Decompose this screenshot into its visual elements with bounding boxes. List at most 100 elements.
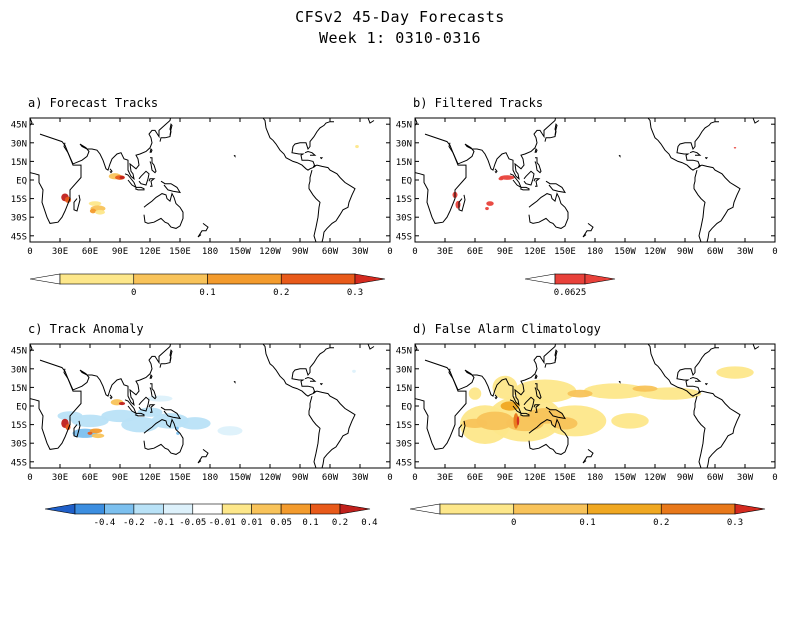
colorbar-min-triangle xyxy=(410,503,441,515)
coastline xyxy=(582,222,594,238)
panel-a-colorbar: 00.10.20.30.4 xyxy=(30,273,386,298)
lon-label: 60E xyxy=(82,247,98,257)
coastline xyxy=(705,383,709,386)
coastline xyxy=(73,194,81,212)
lat-label: 30S xyxy=(396,440,412,450)
coastline xyxy=(124,399,138,415)
lon-label: 120E xyxy=(139,247,161,257)
colorbar-segment xyxy=(192,503,223,515)
track-density-shade xyxy=(71,414,109,428)
track-density-shade xyxy=(89,428,103,434)
panel-b-colorbar: 0.0625 xyxy=(525,273,616,298)
coastline xyxy=(63,344,172,407)
colorbar-segment xyxy=(133,273,208,285)
track-density-shade xyxy=(611,413,649,429)
colorbar-label: -0.01 xyxy=(209,518,236,528)
coastline xyxy=(143,418,184,455)
lon-label: 150E xyxy=(554,473,576,483)
colorbar-max-triangle xyxy=(584,273,616,285)
lon-label: 60E xyxy=(467,473,483,483)
coastline xyxy=(134,412,145,417)
coastline xyxy=(233,154,236,158)
lon-label: 90W xyxy=(292,247,309,257)
colorbar-label: 0.2 xyxy=(273,288,289,298)
coastline xyxy=(647,118,719,171)
coastline xyxy=(73,420,81,438)
lon-label: 0 xyxy=(27,247,32,257)
lon-label: 150E xyxy=(169,473,191,483)
track-density-shade xyxy=(485,206,489,211)
coastline xyxy=(415,359,467,450)
colorbar-min-triangle xyxy=(525,273,556,285)
coastline xyxy=(109,394,113,400)
track-density-shade xyxy=(486,201,494,206)
lat-label: 30N xyxy=(11,365,27,375)
track-density-shade xyxy=(498,177,504,181)
coastline xyxy=(308,164,356,242)
coastline xyxy=(109,168,113,174)
track-density-shade xyxy=(516,416,520,426)
lon-label: 60W xyxy=(322,247,339,257)
lat-label: EQ xyxy=(401,177,412,187)
lat-label: 15S xyxy=(396,421,412,431)
lat-label: 15S xyxy=(396,195,412,205)
coastline xyxy=(143,192,184,229)
panel-c-colorbar: -0.4 -0.2 -0.1 -0.05 -0.01 0.01 0.05 0.1 0.2 0.4 xyxy=(45,503,378,528)
lat-label: 45S xyxy=(396,458,412,468)
coastline xyxy=(458,420,466,438)
figure-title: CFSv2 45-Day Forecasts xyxy=(295,8,505,26)
lon-label: 120W xyxy=(644,473,666,483)
lat-label: 45N xyxy=(396,121,412,131)
coastline xyxy=(534,373,538,379)
coastline xyxy=(138,396,150,412)
colorbar-label: 0.01 xyxy=(241,518,263,528)
lon-label: 90W xyxy=(677,247,694,257)
map-data xyxy=(415,118,760,242)
coastline xyxy=(689,376,702,382)
colorbar-min-triangle xyxy=(45,503,76,515)
coastline xyxy=(149,147,153,153)
coastline xyxy=(149,383,157,400)
coastline xyxy=(304,150,317,156)
lon-label: 120E xyxy=(524,473,546,483)
colorbar-label: 0.1 xyxy=(579,518,595,528)
colorbar-segment xyxy=(660,503,736,515)
lon-label: 30E xyxy=(437,473,453,483)
lat-label: 15S xyxy=(11,421,27,431)
lat-label: EQ xyxy=(401,403,412,413)
coastline xyxy=(448,344,557,407)
track-density-shade xyxy=(87,431,93,435)
coastline xyxy=(160,406,181,420)
map-data xyxy=(30,118,375,242)
track-density-shade xyxy=(179,417,211,430)
lon-label: 150E xyxy=(554,247,576,257)
coastline xyxy=(415,133,467,224)
coastline xyxy=(509,399,523,415)
lon-label: 0 xyxy=(772,247,777,257)
coastline xyxy=(528,418,569,455)
coastline xyxy=(233,380,236,384)
coastline xyxy=(545,180,566,194)
lon-label: 180 xyxy=(202,473,218,483)
lon-label: 30W xyxy=(352,247,369,257)
lat-label: 45N xyxy=(11,121,27,131)
coastline xyxy=(149,373,153,379)
colorbar-label: 0.05 xyxy=(270,518,292,528)
coastline xyxy=(519,412,530,417)
lon-label: 30W xyxy=(737,473,754,483)
track-density-shade xyxy=(716,366,754,379)
coastline xyxy=(534,383,542,400)
track-density-shade xyxy=(147,395,173,402)
coastline xyxy=(693,390,741,468)
track-density-shade xyxy=(355,144,359,149)
colorbar-segment xyxy=(133,503,164,515)
lat-label: 45S xyxy=(396,232,412,242)
map-frame xyxy=(414,117,776,243)
colorbar-segment xyxy=(439,503,515,515)
track-density-shade xyxy=(217,426,243,436)
coastline xyxy=(752,344,760,350)
track-density-shade xyxy=(552,417,578,430)
